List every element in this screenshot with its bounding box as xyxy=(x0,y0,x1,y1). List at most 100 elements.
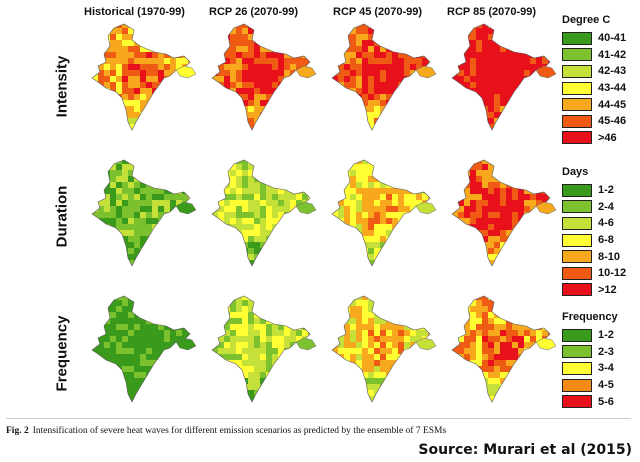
map-cell xyxy=(152,200,158,206)
map-cell xyxy=(242,70,248,76)
map-cell xyxy=(230,296,236,300)
map-cell xyxy=(206,402,212,404)
map-cell xyxy=(374,396,380,402)
map-cell xyxy=(554,76,558,82)
map-cell xyxy=(422,176,428,182)
map-cell xyxy=(464,342,470,348)
map-cell xyxy=(488,318,494,324)
map-cell xyxy=(470,94,476,100)
map-cell xyxy=(536,248,542,254)
map-cell xyxy=(506,212,512,218)
map-cell xyxy=(512,336,518,342)
map-cell xyxy=(278,360,284,366)
map-cell xyxy=(374,218,380,224)
map-cell xyxy=(242,212,248,218)
map-cell xyxy=(452,384,458,390)
map-cell xyxy=(122,224,128,230)
map-cell xyxy=(110,82,116,88)
map-cell xyxy=(146,354,152,360)
map-cell xyxy=(344,188,350,194)
map-cell xyxy=(230,266,236,268)
map-cell xyxy=(386,360,392,366)
map-cell xyxy=(350,378,356,384)
map-cell xyxy=(188,28,190,34)
map-cell xyxy=(170,28,176,34)
map-cell xyxy=(368,230,374,236)
map-cell xyxy=(320,64,326,70)
map-cell xyxy=(296,164,302,170)
map-cell xyxy=(260,360,266,366)
legend-item: 2-3 xyxy=(562,344,618,361)
map-cell xyxy=(338,170,344,176)
map-cell xyxy=(212,164,218,170)
map-cell xyxy=(314,248,318,254)
map-cell xyxy=(230,182,236,188)
map-cell xyxy=(446,176,452,182)
map-cell xyxy=(524,372,530,378)
map-cell xyxy=(236,112,242,118)
map-cell xyxy=(524,88,530,94)
map-cell xyxy=(236,130,242,132)
map-cell xyxy=(254,218,260,224)
map-cell xyxy=(104,52,110,58)
map-cell xyxy=(404,402,410,404)
map-cell xyxy=(200,94,206,100)
map-cell xyxy=(452,64,458,70)
map-cell xyxy=(260,260,266,266)
map-cell xyxy=(242,94,248,100)
map-cell xyxy=(314,260,318,266)
map-cell xyxy=(116,324,122,330)
map-cell xyxy=(530,52,536,58)
map-cell xyxy=(110,28,116,34)
map-cell xyxy=(518,28,524,34)
map-cell xyxy=(212,312,218,318)
map-cell xyxy=(506,390,512,396)
map-cell xyxy=(386,342,392,348)
map-cell xyxy=(530,402,536,404)
map-cell xyxy=(290,396,296,402)
map-cell xyxy=(104,112,110,118)
map-cell xyxy=(506,188,512,194)
map-cell xyxy=(542,378,548,384)
map-cell xyxy=(218,160,224,164)
map-cell xyxy=(188,170,190,176)
map-cell xyxy=(446,242,452,248)
map-cell xyxy=(170,124,176,130)
map-cell xyxy=(320,46,326,52)
map-cell xyxy=(140,248,146,254)
map-cell xyxy=(248,58,254,64)
map-cell xyxy=(350,336,356,342)
map-cell xyxy=(302,360,308,366)
map-cell xyxy=(410,354,416,360)
map-cell xyxy=(128,40,134,46)
map-cell xyxy=(224,200,230,206)
map-cell xyxy=(362,124,368,130)
map-cell xyxy=(434,118,438,124)
map-cell xyxy=(374,378,380,384)
map-cell xyxy=(470,112,476,118)
map-cell xyxy=(296,230,302,236)
map-cell xyxy=(242,366,248,372)
map-cell xyxy=(128,94,134,100)
map-cell xyxy=(362,88,368,94)
map-cell xyxy=(278,384,284,390)
map-cell xyxy=(500,360,506,366)
map-cell xyxy=(116,88,122,94)
map-cell xyxy=(224,160,230,164)
map-cell xyxy=(494,390,500,396)
map-cell xyxy=(266,40,272,46)
northeast-region xyxy=(295,65,317,79)
map-cell xyxy=(140,266,146,268)
map-cell xyxy=(440,366,446,372)
map-cell xyxy=(326,224,332,230)
map-cell xyxy=(356,206,362,212)
map-cell xyxy=(512,176,518,182)
map-cell xyxy=(224,266,230,268)
map-cell xyxy=(296,348,302,354)
map-cell xyxy=(128,330,134,336)
map-cell xyxy=(134,248,140,254)
map-cell xyxy=(350,212,356,218)
map-cell xyxy=(152,230,158,236)
map-cell xyxy=(518,378,524,384)
map-outline xyxy=(91,159,191,267)
